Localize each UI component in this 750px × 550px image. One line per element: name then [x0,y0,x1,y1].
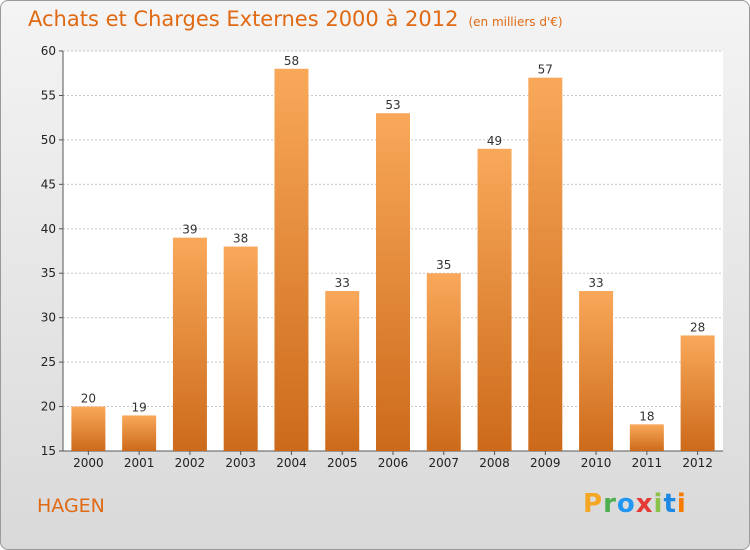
bar [579,291,614,451]
x-tick-label: 2000 [73,456,104,470]
logo-letter: i [676,489,687,519]
logo-letter: t [663,489,677,519]
bar [528,77,563,452]
bar-value-label: 57 [538,63,553,77]
bar-value-label: 33 [588,276,603,290]
y-tick-label: 50 [41,133,56,147]
bar-value-label: 18 [639,409,654,423]
bar [376,113,410,451]
bar-value-label: 49 [487,134,502,148]
logo-letter: o [616,489,636,519]
chart-title-main: Achats et Charges Externes 2000 à 2012 [28,7,459,31]
y-tick-label: 60 [41,44,56,58]
y-tick-label: 55 [41,88,56,102]
x-tick-label: 2001 [124,456,155,470]
x-tick-label: 2002 [175,456,206,470]
bar-value-label: 35 [436,258,451,272]
proxiti-logo: Proxiti [583,489,687,519]
y-tick-label: 15 [41,444,56,458]
x-tick-label: 2011 [632,456,663,470]
y-tick-label: 45 [41,177,56,191]
bar-value-label: 20 [81,392,96,406]
bar [680,335,715,451]
bar-value-label: 38 [233,232,248,246]
logo-letter: P [583,489,604,519]
x-tick-label: 2006 [378,456,409,470]
x-tick-label: 2009 [530,456,561,470]
bar [172,237,207,451]
bar [629,424,664,451]
bar [325,291,360,451]
bar-value-label: 19 [132,400,147,414]
x-tick-label: 2003 [225,456,256,470]
place-name: HAGEN [37,495,105,517]
bar [122,415,157,451]
bar-value-label: 39 [182,223,197,237]
x-tick-label: 2007 [428,456,459,470]
bar [274,68,309,452]
logo-letter: r [603,489,617,519]
bar [223,246,258,451]
y-tick-label: 40 [41,222,56,236]
x-tick-label: 2004 [276,456,307,470]
x-tick-label: 2008 [479,456,510,470]
logo-letter: i [653,489,664,519]
logo-letter: x [635,489,654,519]
bar-value-label: 28 [690,320,705,334]
bar-value-label: 58 [284,54,299,68]
bar [71,406,106,451]
y-tick-label: 30 [41,311,56,325]
bar [426,273,461,451]
bar-value-label: 33 [335,276,350,290]
bar [477,148,512,451]
x-tick-label: 2012 [682,456,713,470]
chart-subtitle: (en milliers d'€) [468,15,563,29]
x-tick-label: 2010 [581,456,612,470]
chart-title: Achats et Charges Externes 2000 à 2012 (e… [28,7,563,31]
y-tick-label: 25 [41,355,56,369]
y-tick-label: 35 [41,266,56,280]
y-tick-label: 20 [41,400,56,414]
x-tick-label: 2005 [327,456,358,470]
bar-value-label: 53 [385,98,400,112]
